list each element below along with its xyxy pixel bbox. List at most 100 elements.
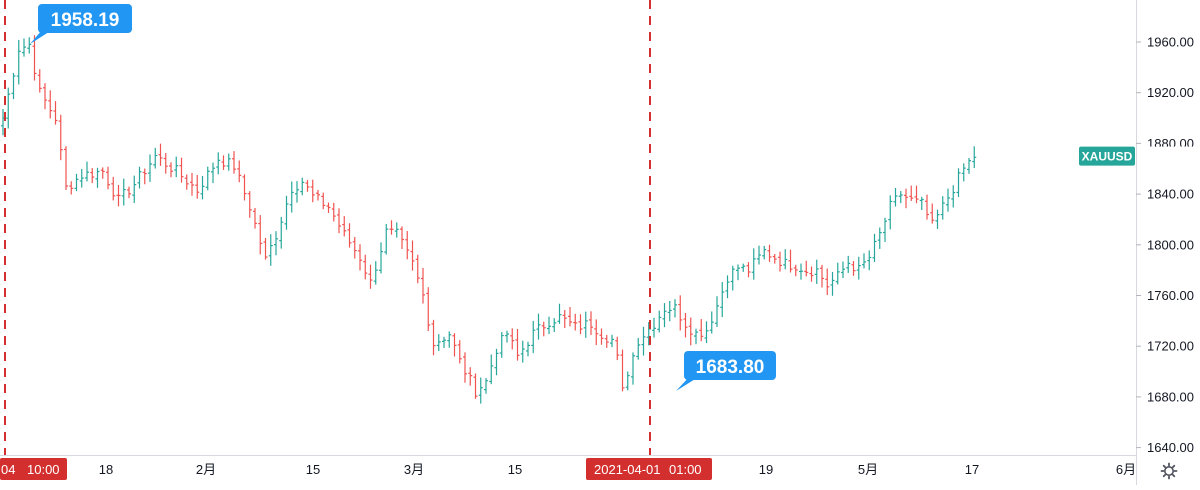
price-bar: [163, 153, 168, 174]
price-bar: [27, 37, 32, 54]
price-bar: [793, 264, 798, 277]
price-bar: [410, 240, 415, 271]
price-bar: [741, 263, 746, 272]
price-bar: [925, 194, 929, 220]
price-bar: [783, 249, 788, 270]
price-bar: [132, 175, 137, 203]
time-axis[interactable]: 18 2月 15 3月 15 19 5月 17 6月: [0, 455, 1136, 478]
x-tick-label: 15: [508, 462, 522, 477]
price-bar: [37, 69, 42, 93]
callout-low-bg: [684, 351, 776, 380]
callout-high-text: 1958.19: [51, 10, 120, 31]
price-bar: [877, 227, 882, 249]
price-bar: [767, 244, 772, 262]
price-bar: [337, 208, 341, 234]
price-bar: [121, 178, 126, 206]
price-bar: [667, 300, 672, 322]
price-bar: [636, 337, 641, 360]
price-bar: [415, 254, 420, 284]
price-bar: [148, 154, 152, 182]
price-bar: [16, 39, 21, 85]
y-tick-label: 1760.00: [1147, 288, 1194, 303]
callout-high[interactable]: 1958.19: [30, 4, 132, 44]
price-bar: [961, 163, 966, 182]
price-bar: [746, 262, 751, 278]
price-bar: [589, 311, 593, 335]
price-bar: [846, 255, 851, 273]
callout-low[interactable]: 1683.80: [676, 351, 776, 391]
price-bar: [536, 313, 541, 340]
price-bar: [604, 334, 609, 348]
price-bar: [106, 166, 110, 190]
price-bar: [652, 317, 656, 338]
y-tick-label: 1800.00: [1147, 237, 1194, 252]
price-bar: [631, 352, 635, 385]
price-bar: [468, 367, 473, 386]
price-bar: [142, 168, 147, 185]
price-bar: [316, 189, 320, 201]
price-bars: [1, 35, 977, 404]
price-bar: [263, 237, 268, 260]
price-bar: [799, 263, 803, 280]
price-bar: [268, 234, 273, 266]
price-bar: [688, 317, 693, 346]
price-bar: [58, 114, 63, 161]
settings-gear-icon[interactable]: [1160, 462, 1178, 480]
price-bar: [898, 190, 903, 204]
y-tick-label: 1840.00: [1147, 187, 1194, 202]
price-bar: [940, 196, 945, 220]
price-bar: [673, 299, 677, 318]
price-bar: [200, 175, 205, 200]
price-bar: [463, 352, 467, 383]
price-bar: [683, 313, 688, 338]
price-bar: [153, 147, 158, 169]
start-time-date: 04: [1, 462, 15, 477]
price-bar: [725, 275, 730, 299]
price-bar: [79, 168, 84, 188]
price-bar: [284, 195, 289, 230]
price-bar: [489, 354, 494, 385]
symbol-badge-bg: [1079, 146, 1135, 166]
start-time-clock: 10:00: [27, 462, 60, 477]
price-bar: [352, 236, 357, 259]
price-bar: [226, 153, 231, 171]
price-bar: [515, 328, 520, 361]
price-bar: [347, 223, 352, 248]
y-tick-label: 1640.00: [1147, 440, 1194, 455]
price-bar: [694, 328, 698, 345]
price-bar: [216, 152, 221, 175]
price-bar: [326, 202, 331, 213]
price-bar: [331, 202, 336, 222]
price-bar: [310, 179, 315, 203]
price-bar: [74, 173, 79, 192]
price-bar: [442, 336, 446, 348]
price-bar: [594, 319, 599, 346]
price-bar: [137, 166, 142, 189]
price-bar: [909, 185, 914, 201]
price-bar: [851, 260, 856, 276]
price-bar: [751, 248, 756, 280]
price-bar: [862, 253, 866, 269]
price-bar: [195, 174, 200, 199]
price-bar: [951, 185, 956, 208]
price-bar: [541, 321, 546, 337]
price-bar: [389, 220, 394, 235]
price-bar: [95, 167, 100, 188]
price-bar: [841, 261, 845, 279]
price-bar: [53, 101, 58, 125]
price-bar: [956, 168, 961, 198]
price-bar: [678, 295, 683, 331]
price-bar: [289, 181, 294, 213]
price-bar: [32, 35, 37, 81]
price-bar: [625, 371, 630, 391]
price-bar: [457, 340, 462, 364]
price-bar: [426, 287, 431, 331]
x-tick-label: 18: [99, 462, 113, 477]
price-bar: [368, 264, 373, 289]
price-bar: [662, 303, 667, 328]
price-bar: [830, 271, 835, 296]
price-bar: [562, 310, 567, 329]
start-time-badge: 04 10:00: [0, 458, 67, 480]
